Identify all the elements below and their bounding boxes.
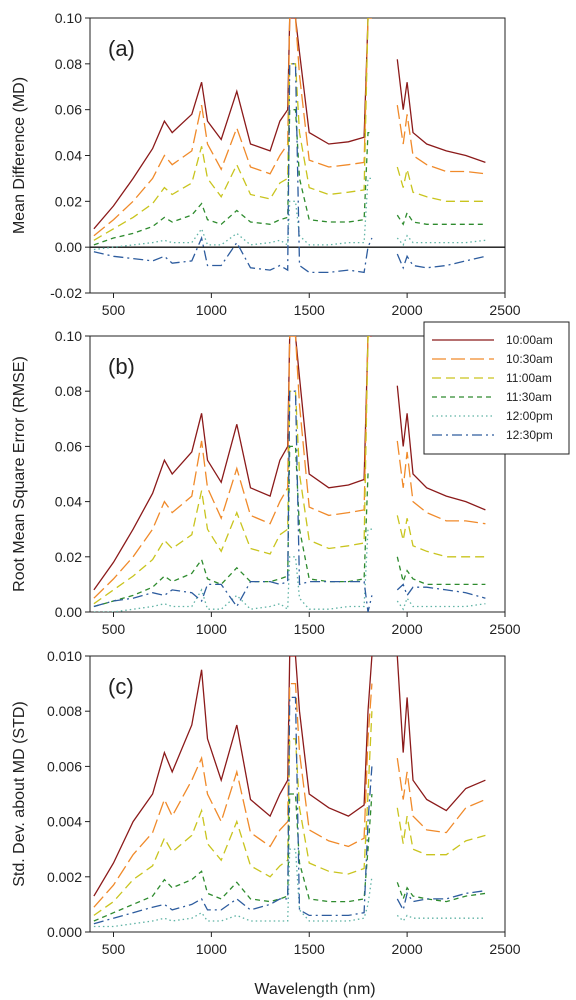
x-axis-label: Wavelength (nm) — [254, 981, 375, 998]
y-axis-label: Std. Dev. about MD (STD) — [11, 701, 28, 887]
series-line-12:00pm — [93, 848, 486, 928]
y-tick-label: 0.08 — [55, 383, 82, 399]
panel-1: 500 1000 1500 2000 2500 -0.02 0.00 0.02 0.04 0.06… — [11, 10, 521, 318]
y-tick-label: 0.006 — [47, 758, 82, 774]
y-tick-label: -0.02 — [50, 285, 82, 301]
panel-tag: (b) — [108, 354, 135, 379]
y-tick-label: 0.06 — [55, 438, 82, 454]
panel-tag: (c) — [108, 674, 134, 699]
y-tick-label: 0.008 — [47, 703, 82, 719]
legend-label: 12:00pm — [506, 409, 553, 423]
series-line-12:30pm — [93, 696, 486, 925]
y-tick-label: 0.06 — [55, 102, 82, 118]
series-line-12:00pm — [93, 528, 486, 612]
series-line-11:00am — [93, 18, 486, 241]
x-tick-label: 2000 — [392, 941, 423, 957]
series-line-10:30am — [93, 18, 486, 237]
legend-label: 10:00am — [506, 333, 553, 347]
series-group — [93, 336, 486, 612]
series-line-11:30am — [93, 793, 486, 922]
plot-frame — [89, 655, 506, 933]
series-line-11:00am — [93, 336, 486, 605]
x-tick-label: 1000 — [196, 302, 227, 318]
series-line-10:00am — [93, 18, 486, 230]
series-group — [93, 18, 486, 274]
x-tick-label: 1500 — [294, 621, 325, 637]
x-tick-label: 2000 — [392, 621, 423, 637]
series-line-11:30am — [93, 109, 486, 246]
y-tick-label: 0.00 — [55, 604, 82, 620]
series-line-10:30am — [93, 336, 486, 599]
x-tick-label: 2500 — [489, 941, 520, 957]
series-line-12:00pm — [93, 177, 486, 251]
y-tick-label: 0.02 — [55, 193, 82, 209]
y-axis-label: Mean Difference (MD) — [11, 77, 28, 234]
legend-label: 11:30am — [506, 390, 552, 404]
legend-box — [423, 321, 570, 455]
y-tick-label: 0.08 — [55, 56, 82, 72]
legend-label: 11:00am — [506, 371, 552, 385]
y-tick-label: 0.04 — [55, 494, 82, 510]
y-tick-label: 0.10 — [55, 10, 82, 26]
x-tick-label: 1500 — [294, 941, 325, 957]
series-line-10:30am — [93, 682, 486, 908]
x-tick-label: 500 — [102, 302, 126, 318]
y-tick-label: 0.004 — [47, 814, 82, 830]
x-tick-label: 2000 — [392, 302, 423, 318]
x-tick-label: 2500 — [489, 621, 520, 637]
legend-label: 12:30pm — [506, 428, 553, 442]
y-tick-label: 0.000 — [47, 924, 82, 940]
legend-label: 10:30am — [506, 352, 553, 366]
legend: 10:00am 10:30am 11:00am 11:30am 12:00pm 12:30… — [423, 321, 570, 455]
series-group — [93, 656, 486, 928]
panels: 500 1000 1500 2000 2500 -0.02 0.00 0.02 0.04 0.06… — [11, 10, 521, 957]
x-tick-label: 500 — [102, 941, 126, 957]
x-tick-label: 500 — [102, 621, 126, 637]
series-line-12:30pm — [93, 63, 486, 274]
x-tick-label: 2500 — [489, 302, 520, 318]
series-line-11:00am — [93, 711, 486, 916]
series-line-11:30am — [93, 445, 486, 608]
series-line-10:00am — [93, 336, 486, 591]
x-tick-label: 1000 — [196, 941, 227, 957]
panel-3: 500 1000 1500 2000 2500 0.000 0.002 0.004 0.006 0… — [11, 648, 521, 957]
y-tick-label: 0.10 — [55, 328, 82, 344]
series-line-12:30pm — [93, 390, 486, 612]
y-tick-label: 0.002 — [47, 869, 82, 885]
y-tick-label: 0.00 — [55, 239, 82, 255]
y-tick-label: 0.010 — [47, 648, 82, 664]
y-tick-label: 0.04 — [55, 148, 82, 164]
panel-2: 500 1000 1500 2000 2500 0.00 0.02 0.04 0.06 0.08 0… — [11, 328, 521, 637]
x-tick-label: 1000 — [196, 621, 227, 637]
y-tick-label: 0.02 — [55, 549, 82, 565]
y-axis-label: Root Mean Square Error (RMSE) — [11, 356, 28, 592]
plot-frame — [89, 335, 506, 613]
series-line-10:00am — [93, 656, 486, 897]
x-tick-label: 1500 — [294, 302, 325, 318]
panel-tag: (a) — [108, 36, 135, 61]
